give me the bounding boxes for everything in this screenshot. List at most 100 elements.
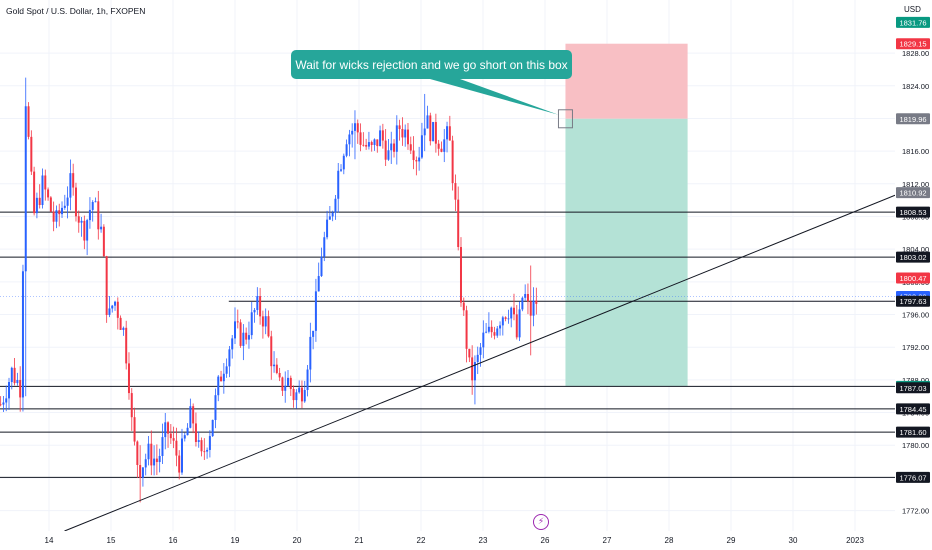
candle-body — [264, 316, 267, 327]
candle-body — [532, 300, 535, 316]
candle-body — [273, 364, 276, 367]
candle-body — [186, 427, 189, 436]
lightning-icon[interactable]: ⚡ — [533, 514, 549, 530]
candle-body — [526, 294, 529, 302]
candle-body — [94, 201, 97, 203]
callout-annotation[interactable]: Wait for wicks rejection and we go short… — [291, 50, 572, 79]
candle-body — [432, 122, 435, 142]
candle-body — [479, 347, 482, 355]
candle-body — [108, 308, 111, 315]
price-tick-label: 1792.00 — [902, 343, 929, 352]
candle-body — [457, 199, 460, 248]
candle-body — [359, 132, 362, 145]
candle-body — [393, 143, 396, 152]
candle-body — [192, 406, 195, 424]
candle-body — [63, 205, 66, 208]
price-label-bg — [896, 471, 930, 483]
candle-body — [412, 150, 415, 161]
candle-body — [175, 440, 178, 456]
candle-body — [155, 458, 158, 463]
candle-body — [206, 449, 209, 452]
candle-body — [114, 301, 117, 306]
candle-body — [314, 291, 317, 331]
candle-body — [208, 436, 211, 450]
price-label-text: 1787.03 — [899, 384, 926, 393]
candle-body — [172, 438, 175, 441]
candle-body — [119, 317, 122, 330]
candle-body — [373, 139, 376, 145]
callout-pointer — [430, 79, 559, 115]
candle-body — [518, 309, 521, 338]
price-tick-label: 1824.00 — [902, 82, 929, 91]
time-tick-label: 14 — [45, 536, 54, 545]
price-label-text: 1803.02 — [899, 253, 926, 262]
candle-body — [80, 220, 83, 223]
price-label-text: 1776.07 — [899, 473, 926, 482]
candle-body — [125, 327, 128, 364]
candle-body — [521, 297, 524, 310]
candle-body — [473, 362, 476, 381]
candle-body — [267, 316, 270, 337]
candle-body — [493, 332, 496, 336]
candle-body — [270, 336, 273, 367]
candle-body — [298, 387, 301, 393]
candle-body — [429, 115, 432, 142]
time-tick-label: 2023 — [846, 536, 864, 545]
candle-body — [250, 312, 253, 336]
candle-body — [105, 256, 108, 315]
price-label-bg — [896, 206, 930, 218]
entry-marker-layer[interactable] — [430, 79, 573, 129]
candle-body — [253, 309, 256, 313]
candle-body — [236, 321, 239, 323]
candle-body — [278, 372, 281, 378]
stop-loss-zone[interactable] — [565, 43, 688, 119]
candle-body — [320, 256, 323, 277]
price-label-text: 1808.53 — [899, 208, 926, 217]
time-axis[interactable]: 14 15 16 19 20 21 22 23 26 27 28 29 30 2023 — [0, 531, 895, 550]
candle-body — [158, 456, 161, 463]
candle-body — [342, 155, 345, 170]
price-label-text: 1800.47 — [899, 274, 926, 283]
candle-body — [337, 170, 340, 199]
candle-body — [194, 423, 197, 442]
time-tick-label: 27 — [603, 536, 612, 545]
price-label-text: 1784.45 — [899, 405, 926, 414]
symbol-title[interactable]: Gold Spot / U.S. Dollar, 1h, FXOPEN — [6, 6, 146, 16]
candle-body — [418, 157, 421, 162]
price-labels: 1831.76 1829.15 1819.96 1810.92 1808.53 1803.… — [896, 16, 930, 483]
price-tick-label: 1828.00 — [902, 49, 929, 58]
candle-body — [468, 348, 471, 358]
short-position-tool[interactable] — [565, 43, 688, 387]
candle-body — [281, 377, 284, 391]
candle-body — [529, 301, 532, 316]
candle-body — [309, 336, 312, 370]
candle-body — [459, 247, 462, 303]
candle-body — [100, 226, 103, 230]
candle-body — [49, 197, 52, 212]
ascending-trendline — [64, 194, 896, 532]
candle-body — [5, 398, 8, 403]
candle-body — [27, 106, 30, 137]
candle-body — [147, 443, 150, 460]
time-tick-label: 28 — [665, 536, 674, 545]
candle-body — [55, 210, 58, 222]
trendline-layer[interactable] — [64, 194, 896, 532]
candle-body — [499, 325, 502, 329]
candle-body — [141, 467, 144, 478]
candle-body — [21, 271, 24, 398]
candle-body — [261, 316, 264, 327]
take-profit-zone[interactable] — [565, 118, 688, 387]
time-tick-label: 26 — [541, 536, 550, 545]
candle-body — [420, 135, 423, 158]
candle-body — [487, 326, 490, 332]
candle-body — [139, 465, 142, 478]
candle-body — [292, 388, 295, 401]
candle-body — [66, 197, 69, 206]
candle-body — [462, 302, 465, 311]
candle-body — [476, 354, 479, 363]
candle-body — [225, 366, 228, 374]
horizontal-levels[interactable] — [0, 211, 895, 478]
time-tick-label: 16 — [169, 536, 178, 545]
candle-body — [451, 140, 454, 184]
